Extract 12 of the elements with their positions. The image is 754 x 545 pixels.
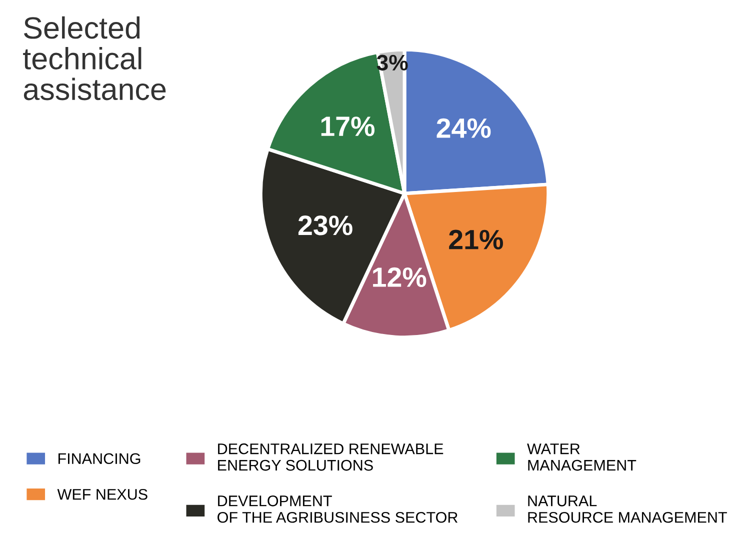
legend-label: FINANCING <box>58 453 140 464</box>
chart-title: Selected technical assistance <box>23 16 166 100</box>
data-label: 21% <box>449 230 503 250</box>
legend-label: DEVELOPMENT OF THE AGRIBUSINESS SECTOR <box>218 496 458 523</box>
legend-label: WATER MANAGEMENT <box>527 444 636 471</box>
legend-label: NATURAL RESOURCE MANAGEMENT <box>528 496 727 523</box>
legend-label: DECENTRALIZED RENEWABLE ENERGY SOLUTIONS <box>218 443 444 471</box>
data-label: 24% <box>436 118 491 138</box>
data-label: 23% <box>298 216 352 236</box>
data-label: 12% <box>373 267 426 288</box>
data-label: 17% <box>321 116 375 136</box>
legend-label: WEF NEXUS <box>57 488 148 500</box>
